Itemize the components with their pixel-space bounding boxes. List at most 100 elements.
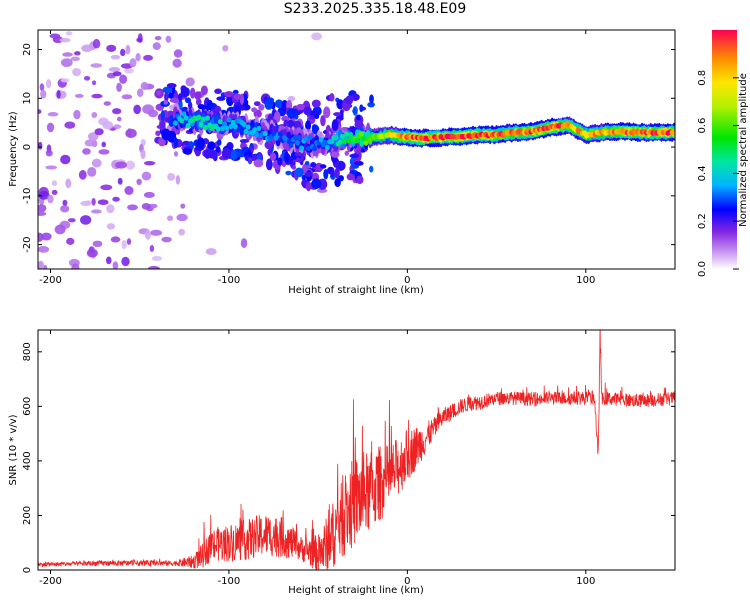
- heatmap-cell: [112, 108, 122, 115]
- heatmap-cell: [38, 204, 47, 213]
- heatmap-cell: [331, 119, 339, 132]
- heatmap-cell: [83, 75, 91, 81]
- heatmap-cell: [303, 106, 312, 116]
- heatmap-cell: [183, 115, 189, 121]
- heatmap-cell: [342, 138, 347, 144]
- heatmap-cell: [46, 122, 55, 133]
- heatmap-cell: [156, 90, 162, 96]
- heatmap-cell: [345, 95, 354, 105]
- heatmap-cell: [43, 264, 48, 269]
- heatmap-cell: [305, 120, 312, 131]
- heatmap-cell: [66, 237, 75, 245]
- heatmap-cell: [334, 167, 340, 179]
- heatmap-cell: [330, 169, 335, 178]
- heatmap-cell: [216, 96, 226, 101]
- heatmap-cell: [140, 149, 146, 160]
- heatmap-cell: [67, 218, 76, 223]
- heatmap-cell: [245, 124, 251, 130]
- heatmap-cell: [217, 118, 223, 125]
- heatmap-cell: [339, 110, 344, 120]
- heatmap-cell: [205, 115, 210, 121]
- snr-y-tick-label: 800: [22, 342, 33, 361]
- heatmap-cell: [295, 139, 300, 146]
- heatmap-cell: [74, 93, 84, 98]
- colorbar-tick-label: 0.8: [697, 70, 708, 86]
- heatmap-cell: [119, 74, 128, 84]
- heatmap-cell: [94, 128, 104, 136]
- heatmap-cell: [47, 112, 59, 117]
- heatmap-cell: [38, 260, 44, 269]
- heatmap-cell: [291, 164, 296, 170]
- heatmap-cell: [354, 137, 360, 144]
- heatmap-cell: [112, 71, 122, 77]
- heatmap-cell: [230, 119, 236, 126]
- heatmap-cell: [80, 215, 92, 225]
- heatmap-cell: [72, 67, 82, 77]
- heatmap-cell: [243, 128, 249, 135]
- heatmap-cell: [87, 132, 99, 141]
- heatmap-cell: [136, 88, 144, 98]
- figure-title: S233.2025.335.18.48.E09: [283, 1, 467, 17]
- heatmap-cell: [62, 52, 73, 57]
- heatmap-cell: [92, 38, 101, 49]
- heatmap-cell: [281, 115, 290, 122]
- heatmap-cell: [329, 139, 335, 145]
- heatmap-cell: [309, 115, 315, 121]
- heatmap-cell: [166, 215, 174, 222]
- heatmap-cell: [108, 66, 121, 73]
- heatmap-cell: [167, 172, 176, 181]
- spectrogram-y-tick-label: -20: [22, 236, 33, 252]
- heatmap-cell: [60, 78, 70, 83]
- heatmap-cell: [184, 97, 192, 104]
- heatmap-cell: [256, 125, 262, 132]
- heatmap-cell: [141, 203, 151, 210]
- heatmap-cell: [329, 93, 335, 102]
- colorbar: [712, 30, 737, 269]
- heatmap-cell: [60, 205, 70, 213]
- snr-frame: [37, 329, 676, 571]
- heatmap-cell: [196, 137, 205, 149]
- heatmap-cell: [125, 160, 136, 170]
- spectrogram-x-tick-label: -200: [39, 275, 62, 286]
- heatmap-cell: [337, 139, 343, 145]
- heatmap-cell: [296, 103, 306, 111]
- heatmap-cell: [182, 147, 192, 155]
- heatmap-cell: [286, 138, 292, 144]
- heatmap-cell: [359, 131, 365, 137]
- heatmap-cell: [236, 151, 246, 158]
- heatmap-cell: [159, 120, 166, 130]
- heatmap-cell: [45, 79, 52, 89]
- heatmap-cell: [161, 128, 171, 141]
- heatmap-cell: [38, 109, 42, 114]
- heatmap-cell: [301, 174, 306, 181]
- heatmap-cell: [38, 245, 50, 253]
- heatmap-cell: [671, 129, 675, 135]
- heatmap-cell: [82, 148, 91, 155]
- heatmap-cell: [265, 158, 273, 171]
- heatmap-cell: [359, 104, 364, 113]
- heatmap-cell: [185, 77, 195, 87]
- heatmap-cell: [92, 240, 103, 248]
- heatmap-cell: [160, 109, 165, 122]
- heatmap-cell: [59, 37, 71, 43]
- heatmap-cell: [248, 157, 253, 163]
- heatmap-cell: [173, 151, 179, 157]
- heatmap-cell: [224, 125, 230, 131]
- heatmap-cell: [250, 119, 255, 129]
- heatmap-cell: [311, 178, 322, 189]
- heatmap-cell: [91, 158, 102, 168]
- heatmap-cell: [271, 131, 277, 137]
- heatmap-cell: [200, 116, 206, 122]
- heatmap-cell: [303, 136, 309, 142]
- heatmap-cell: [133, 104, 142, 115]
- heatmap-cell: [224, 91, 234, 98]
- heatmap-cell: [126, 128, 132, 138]
- heatmap-cell: [136, 37, 143, 43]
- heatmap-cell: [344, 150, 349, 156]
- heatmap-cell: [297, 134, 302, 141]
- heatmap-cell: [305, 145, 311, 152]
- snr-y-tick-label: 600: [22, 397, 33, 416]
- heatmap-cell: [242, 98, 249, 107]
- heatmap-cell: [78, 170, 87, 180]
- heatmap-cell: [305, 181, 312, 192]
